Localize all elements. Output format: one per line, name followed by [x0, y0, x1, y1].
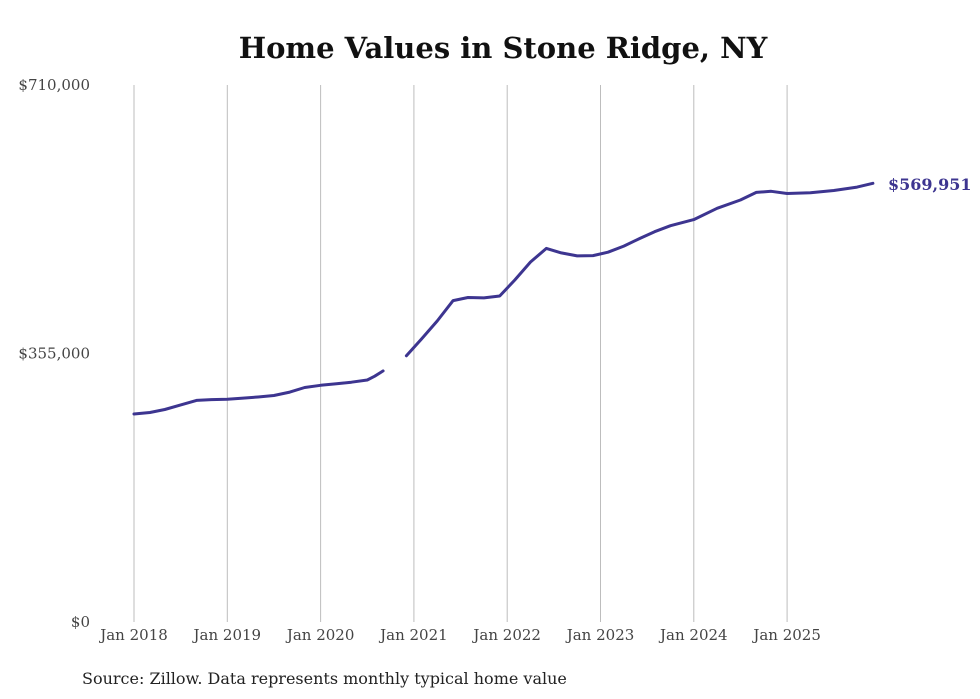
- y-tick-label: $355,000: [18, 345, 90, 363]
- y-tick-label: $0: [71, 613, 90, 631]
- source-note: Source: Zillow. Data represents monthly …: [82, 669, 567, 688]
- chart-title: Home Values in Stone Ridge, NY: [239, 31, 768, 65]
- x-tick-label: Jan 2023: [565, 626, 635, 644]
- x-tick-label: Jan 2024: [658, 626, 728, 644]
- grid-lines: [133, 85, 788, 622]
- x-tick-label: Jan 2021: [378, 626, 448, 644]
- x-tick-label: Jan 2022: [471, 626, 541, 644]
- x-tick-label: Jan 2020: [285, 626, 355, 644]
- end-value-label: $569,951: [888, 175, 972, 194]
- y-tick-label: $710,000: [18, 76, 90, 94]
- x-tick-label: Jan 2019: [192, 626, 262, 644]
- x-tick-label: Jan 2018: [98, 626, 168, 644]
- y-axis-ticks: $0 $355,000 $710,000: [18, 76, 90, 631]
- series-layer: [132, 181, 875, 416]
- series-line: [132, 369, 385, 416]
- series-line: [404, 181, 875, 358]
- x-tick-label: Jan 2025: [751, 626, 821, 644]
- x-axis-ticks: Jan 2018 Jan 2019 Jan 2020 Jan 2021 Jan 2022…: [98, 626, 821, 644]
